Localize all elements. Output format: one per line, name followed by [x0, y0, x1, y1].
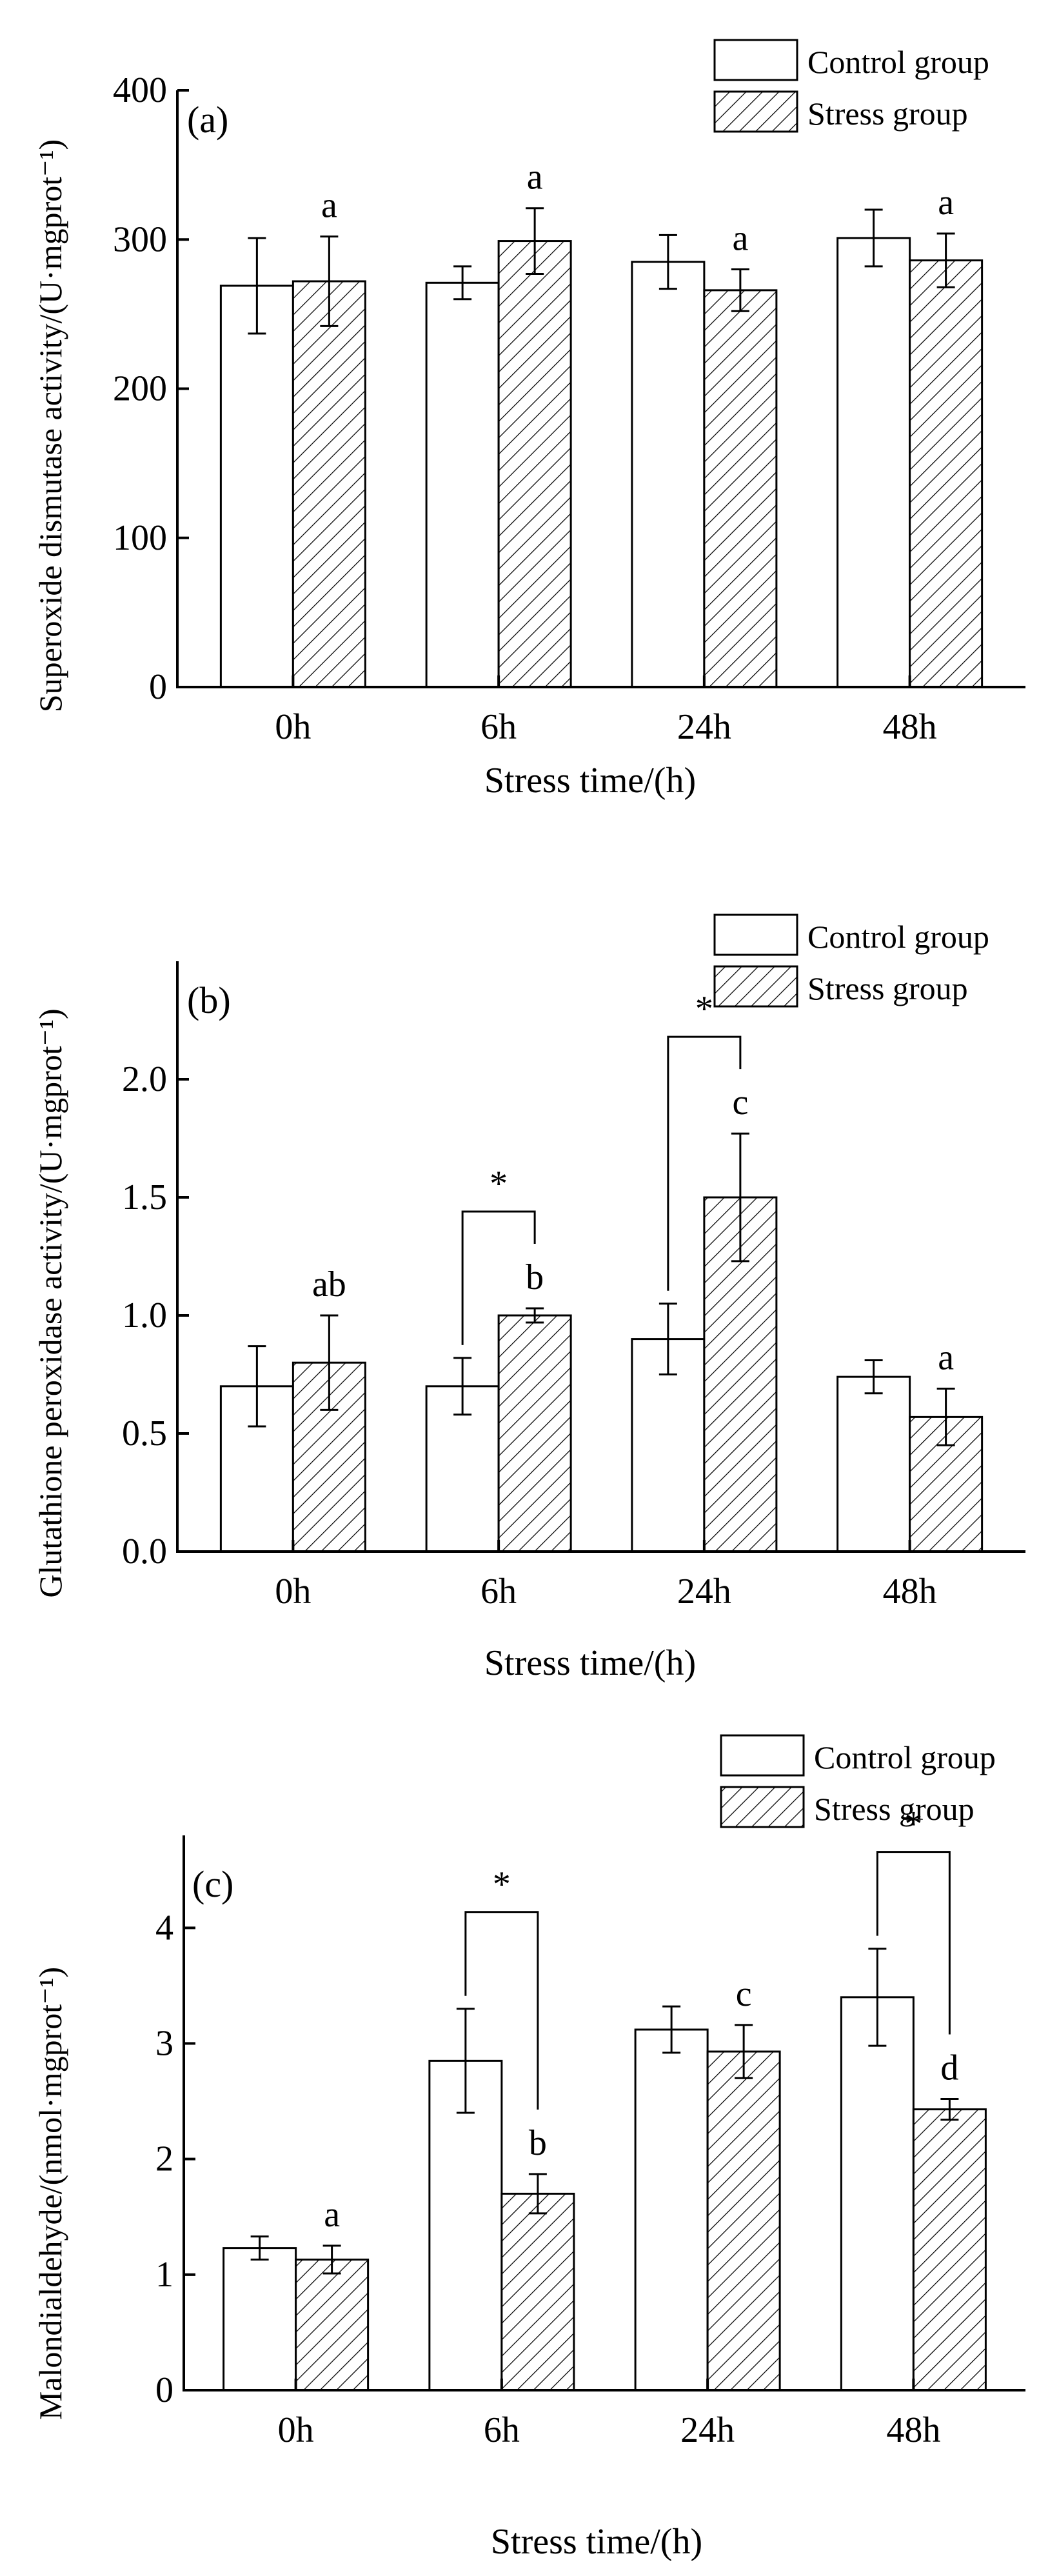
legend-label-control-c: Control group	[814, 1739, 996, 1775]
control-bar-a-0h	[219, 285, 294, 688]
legend-label-control-b: Control group	[807, 919, 989, 955]
control-bar-c-0h	[223, 2247, 297, 2391]
significance-letter-a-24h: a	[732, 219, 748, 259]
significance-bracket-b-24h	[667, 1035, 742, 1291]
y-tick-label-a-400: 400	[113, 70, 167, 110]
x-tick-label-c-24h: 24h	[680, 2410, 735, 2450]
legend-swatch-control-a	[713, 39, 798, 81]
panel-b: 0h ab 6h b 24h c 48h a * * 0.0 0.5 1.0 1.5 2.0 (b) Str…	[32, 914, 1025, 1683]
y-tick-label-a-200: 200	[113, 369, 167, 409]
significance-letter-c-6h: b	[529, 2123, 547, 2163]
x-tick-label-b-6h: 6h	[480, 1572, 517, 1612]
stress-bar-a-24h	[703, 289, 778, 688]
panel-label-b: (b)	[187, 979, 231, 1021]
significance-bracket-c-6h	[464, 1911, 539, 2110]
stress-bar-c-0h	[295, 2259, 370, 2391]
plot-area-a: 0h a 6h a 24h a 48h a 0 100 200 300 400	[113, 70, 1025, 747]
x-tick-label-a-48h: 48h	[883, 707, 937, 747]
y-tick-label-c-3: 3	[155, 2024, 173, 2064]
control-bar-c-48h	[840, 1996, 915, 2391]
significance-star-b-24h: *	[695, 989, 713, 1029]
significance-star-b-6h: *	[490, 1164, 508, 1204]
x-tick-label-c-48h: 48h	[886, 2410, 940, 2450]
stress-bar-a-48h	[909, 259, 984, 688]
x-tick-label-b-24h: 24h	[677, 1572, 731, 1612]
y-axis-title-c: Malondialdehyde/(nmol·mgprot⁻¹)	[32, 1967, 68, 2420]
control-bar-c-6h	[428, 2059, 503, 2391]
plot-area-c: 0h a 6h b 24h c 48h d * * 0 1 2 3 4	[155, 1804, 1025, 2450]
significance-letter-c-48h: d	[940, 2048, 958, 2088]
legend-label-stress-a: Stress group	[807, 95, 968, 132]
stress-bar-a-6h	[497, 240, 572, 688]
y-axis-title-b: Glutathione peroxidase activity/(U·mgpro…	[32, 1008, 68, 1597]
y-tick-label-a-0: 0	[149, 667, 167, 707]
legend-swatch-stress-c	[720, 1786, 805, 1828]
significance-star-c-48h: *	[904, 1804, 922, 1844]
legend-b: Control group Stress group	[713, 914, 989, 1008]
y-tick-label-c-0: 0	[155, 2370, 173, 2410]
x-tick-label-a-6h: 6h	[480, 707, 517, 747]
legend-a: Control group Stress group	[713, 39, 989, 133]
legend-label-stress-c: Stress group	[814, 1791, 975, 1827]
significance-bracket-c-48h	[876, 1851, 951, 2035]
y-tick-label-a-300: 300	[113, 219, 167, 259]
y-tick-label-b-1.0: 1.0	[122, 1295, 167, 1335]
legend-swatch-control-b	[713, 914, 798, 956]
y-tick-label-c-4: 4	[155, 1908, 173, 1948]
significance-letter-c-24h: c	[736, 1974, 752, 2014]
stress-bar-b-6h	[497, 1314, 572, 1553]
panel-label-a: (a)	[187, 99, 228, 141]
x-tick-label-a-24h: 24h	[677, 707, 731, 747]
legend-swatch-control-c	[720, 1734, 805, 1777]
plot-area-b: 0h ab 6h b 24h c 48h a * * 0.0 0.5 1.0 1.5 2.0	[122, 961, 1025, 1612]
significance-letter-c-0h: a	[324, 2195, 340, 2235]
x-tick-label-b-48h: 48h	[883, 1572, 937, 1612]
x-tick-label-c-6h: 6h	[484, 2410, 520, 2450]
control-bar-c-24h	[634, 2028, 709, 2391]
legend-swatch-stress-a	[713, 90, 798, 133]
y-tick-label-c-1: 1	[155, 2255, 173, 2295]
legend-c: Control group Stress group	[720, 1734, 996, 1828]
y-tick-label-c-2: 2	[155, 2139, 173, 2179]
y-axis-title-a: Superoxide dismutase activity/(U·mgprot⁻…	[32, 139, 68, 712]
legend-swatch-stress-b	[713, 965, 798, 1008]
significance-letter-a-48h: a	[938, 183, 954, 223]
x-tick-label-c-0h: 0h	[278, 2410, 314, 2450]
stress-bar-a-0h	[292, 280, 366, 688]
x-axis-title-c: Stress time/(h)	[491, 2522, 702, 2562]
control-bar-a-48h	[836, 237, 911, 688]
y-tick-label-b-0.5: 0.5	[122, 1413, 167, 1453]
significance-bracket-b-6h	[461, 1210, 536, 1345]
control-bar-b-48h	[836, 1375, 911, 1553]
significance-letter-b-6h: b	[526, 1257, 544, 1297]
control-bar-a-6h	[425, 281, 500, 688]
x-tick-label-a-0h: 0h	[275, 707, 311, 747]
significance-letter-a-6h: a	[527, 157, 543, 197]
control-bar-a-24h	[631, 261, 706, 688]
panel-c: 0h a 6h b 24h c 48h d * * 0 1 2 3 4 (c) Stress time/(h…	[32, 1734, 1025, 2562]
significance-star-c-6h: *	[493, 1864, 511, 1904]
stress-bar-c-48h	[912, 2108, 987, 2391]
significance-letter-a-0h: a	[321, 186, 337, 226]
significance-letter-b-48h: a	[938, 1337, 954, 1377]
y-tick-label-a-100: 100	[113, 518, 167, 558]
y-tick-label-b-1.5: 1.5	[122, 1177, 167, 1217]
panel-label-c: (c)	[192, 1863, 233, 1905]
y-tick-label-b-0.0: 0.0	[122, 1532, 167, 1572]
stress-bar-c-6h	[500, 2192, 575, 2391]
panel-a: 0h a 6h a 24h a 48h a 0 100 200 300 400 (a) Stress t…	[32, 39, 1025, 801]
y-tick-label-b-2.0: 2.0	[122, 1059, 167, 1099]
legend-label-stress-b: Stress group	[807, 970, 968, 1006]
significance-letter-b-24h: c	[732, 1083, 748, 1123]
x-axis-title-a: Stress time/(h)	[484, 761, 696, 801]
significance-letter-b-0h: ab	[312, 1264, 346, 1304]
stress-bar-c-24h	[706, 2050, 781, 2391]
x-tick-label-b-0h: 0h	[275, 1572, 311, 1612]
legend-label-control-a: Control group	[807, 44, 989, 80]
x-axis-title-b: Stress time/(h)	[484, 1643, 696, 1683]
